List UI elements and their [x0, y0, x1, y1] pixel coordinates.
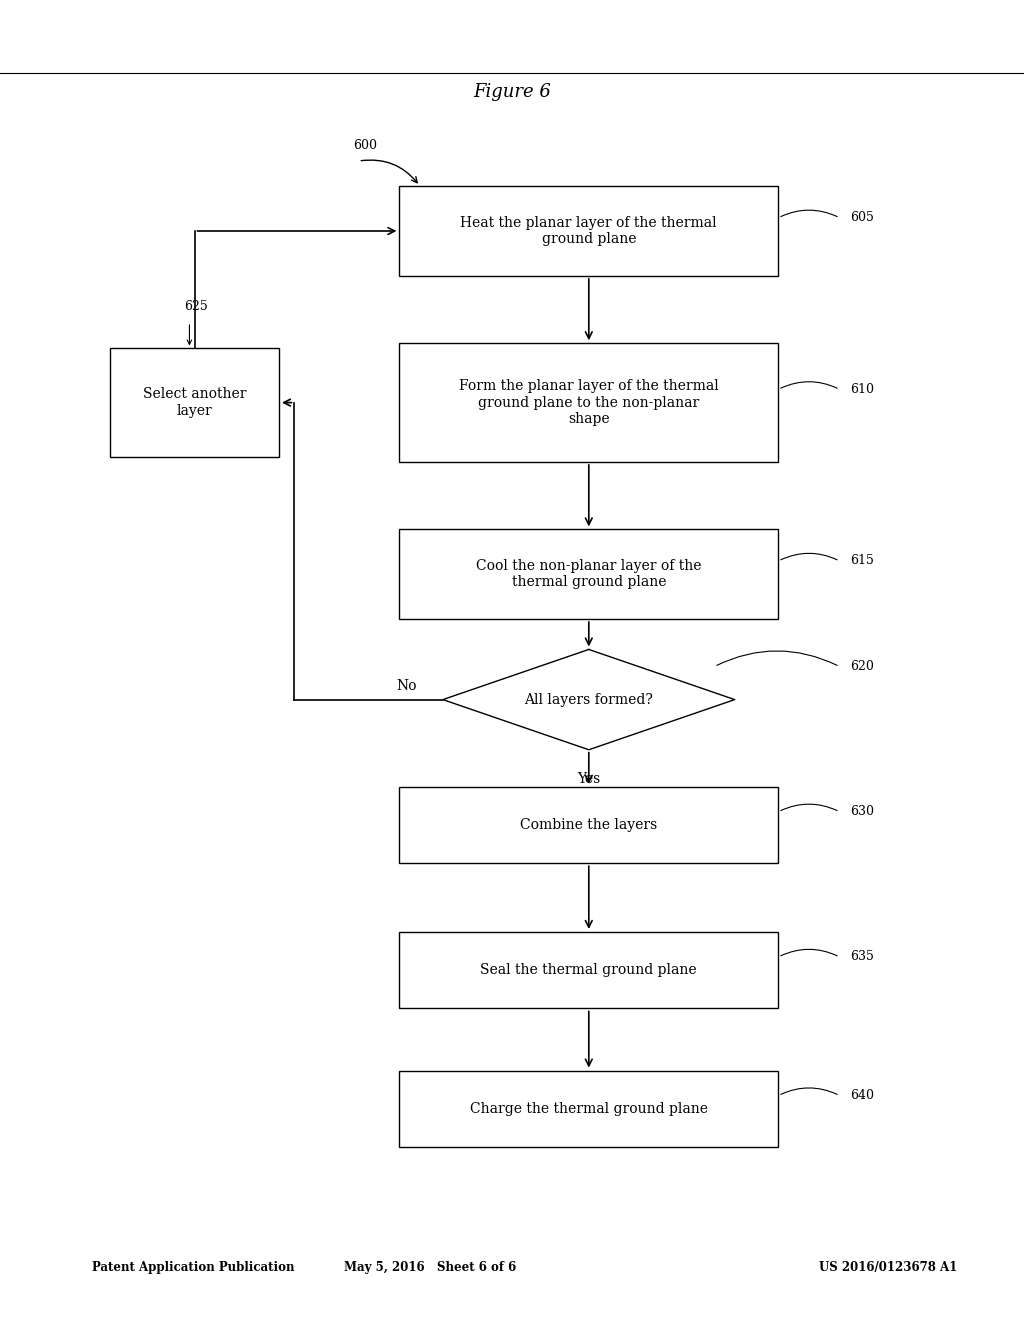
Text: 610: 610: [850, 383, 873, 396]
Text: 615: 615: [850, 554, 873, 568]
Text: Combine the layers: Combine the layers: [520, 818, 657, 832]
Text: Select another
layer: Select another layer: [142, 388, 247, 417]
Text: Cool the non-planar layer of the
thermal ground plane: Cool the non-planar layer of the thermal…: [476, 560, 701, 589]
Text: 605: 605: [850, 211, 873, 224]
Bar: [399, 932, 778, 1008]
Text: No: No: [396, 680, 418, 693]
Text: All layers formed?: All layers formed?: [524, 693, 653, 706]
Text: Form the planar layer of the thermal
ground plane to the non-planar
shape: Form the planar layer of the thermal gro…: [459, 379, 719, 426]
Text: Yes: Yes: [578, 772, 600, 785]
Text: Figure 6: Figure 6: [473, 83, 551, 102]
Text: Patent Application Publication: Patent Application Publication: [92, 1261, 295, 1274]
Text: 630: 630: [850, 805, 873, 818]
Text: Seal the thermal ground plane: Seal the thermal ground plane: [480, 964, 697, 977]
Text: Heat the planar layer of the thermal
ground plane: Heat the planar layer of the thermal gro…: [461, 216, 717, 246]
Bar: [399, 1071, 778, 1147]
Text: May 5, 2016   Sheet 6 of 6: May 5, 2016 Sheet 6 of 6: [344, 1261, 516, 1274]
Text: 620: 620: [850, 660, 873, 673]
Text: 640: 640: [850, 1089, 873, 1102]
Text: 625: 625: [184, 300, 208, 313]
Bar: [111, 348, 279, 457]
Text: 635: 635: [850, 950, 873, 964]
Bar: [399, 186, 778, 276]
Text: US 2016/0123678 A1: US 2016/0123678 A1: [819, 1261, 957, 1274]
Text: Charge the thermal ground plane: Charge the thermal ground plane: [470, 1102, 708, 1115]
Bar: [399, 787, 778, 863]
Text: 600: 600: [353, 139, 377, 152]
Bar: [399, 529, 778, 619]
Bar: [399, 343, 778, 462]
